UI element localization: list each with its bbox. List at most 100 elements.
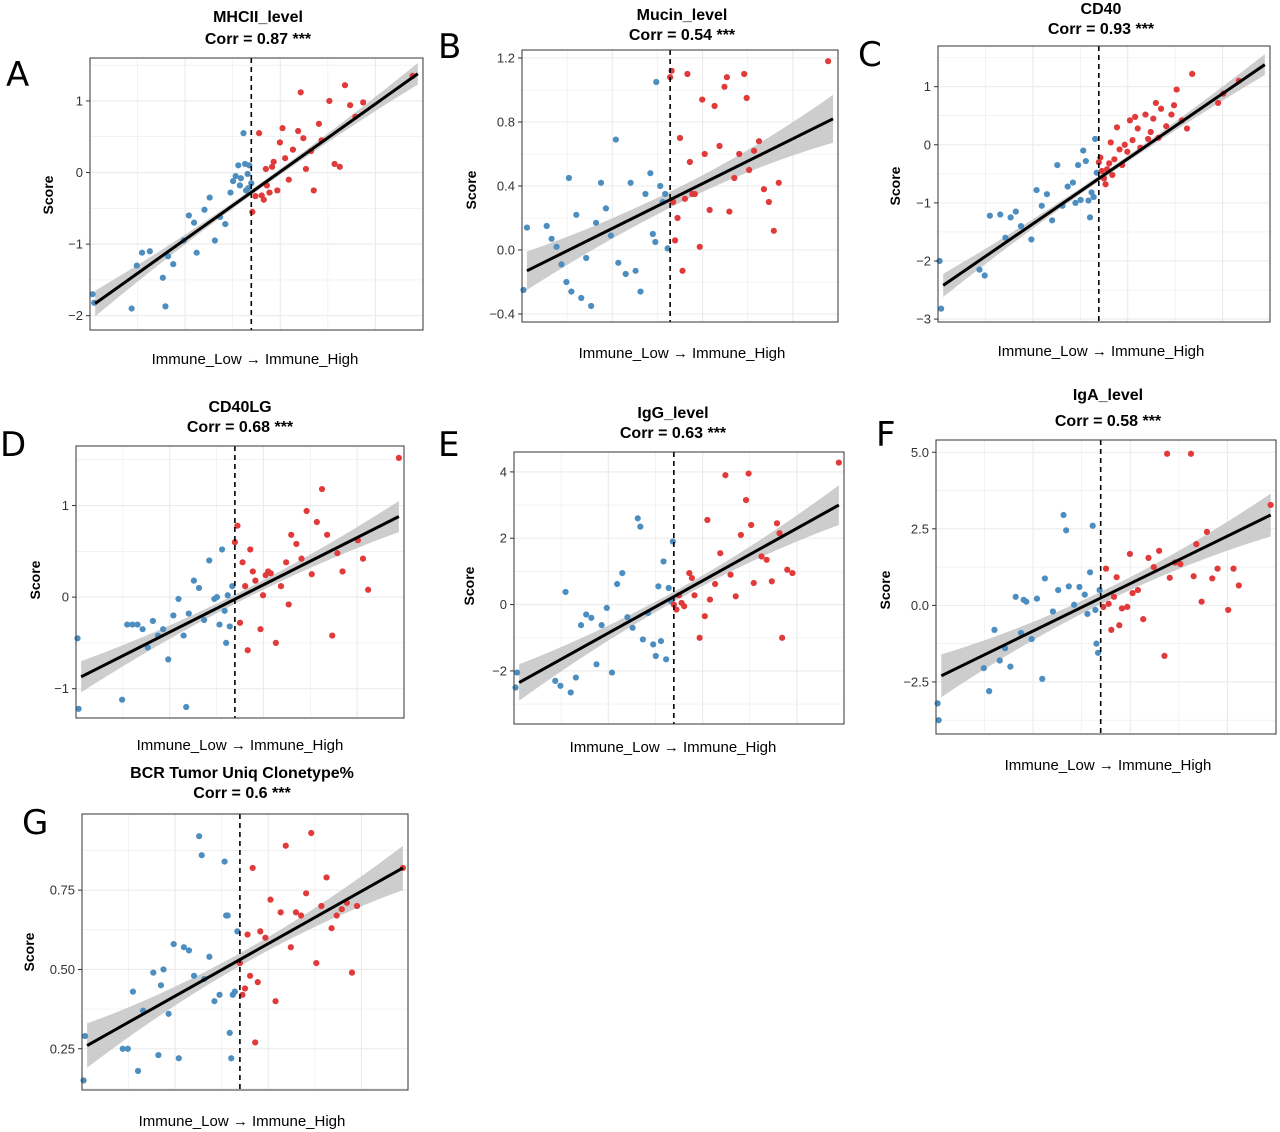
data-point (1017, 223, 1025, 230)
data-point (598, 622, 605, 629)
data-point (279, 125, 286, 132)
data-point (1163, 450, 1171, 457)
data-point (1152, 99, 1159, 107)
series-low (512, 515, 676, 696)
data-point (663, 656, 670, 663)
data-point (285, 176, 292, 183)
data-point (1090, 193, 1097, 201)
data-point (201, 206, 208, 213)
data-point (669, 538, 676, 545)
data-point (593, 661, 600, 668)
data-point (216, 621, 223, 628)
y-tick-label: 0 (62, 590, 69, 605)
data-point (353, 902, 361, 910)
data-point (269, 163, 276, 170)
data-point (701, 150, 708, 158)
data-point (359, 555, 367, 562)
regression-line (518, 503, 840, 684)
chart-svg-e: E IgG_level Corr = 0.63 *** 4 2 0 −2 Score Immun… (438, 405, 845, 756)
data-point (562, 588, 569, 596)
data-point (1166, 574, 1173, 581)
data-point (1082, 157, 1089, 165)
data-point (119, 1045, 126, 1052)
regression-line (942, 63, 1266, 287)
data-point (221, 858, 228, 865)
x-axis-label: Immune_Low → Immune_High (139, 1113, 346, 1130)
data-point (1157, 105, 1165, 112)
data-point (1111, 156, 1118, 163)
data-point (1147, 128, 1154, 136)
data-point (991, 626, 998, 633)
data-point (270, 158, 277, 165)
data-point (298, 555, 305, 562)
plot-frame (81, 813, 409, 1091)
data-point (779, 634, 786, 641)
data-point (1124, 603, 1131, 611)
data-point (1144, 135, 1152, 143)
data-point (981, 272, 988, 279)
data-point (201, 616, 208, 624)
data-point (190, 219, 198, 226)
data-point (360, 99, 367, 106)
data-point (573, 211, 580, 218)
plot-frame (513, 451, 845, 725)
data-point (236, 619, 244, 626)
data-point (81, 1032, 89, 1040)
data-point (211, 998, 218, 1005)
data-point (760, 186, 768, 193)
data-point (706, 206, 713, 214)
data-point (1156, 547, 1163, 554)
data-point (686, 158, 693, 166)
data-point (185, 610, 192, 617)
data-point (234, 522, 241, 529)
data-point (89, 291, 96, 298)
data-point (310, 187, 317, 194)
data-point (1126, 550, 1134, 558)
data-point (218, 546, 226, 553)
data-point (339, 568, 346, 575)
data-point (721, 83, 728, 90)
panel-letter: A (6, 55, 29, 95)
data-point (175, 595, 182, 603)
data-point (260, 196, 267, 203)
data-point (160, 966, 167, 973)
data-point (934, 700, 941, 707)
data-point (552, 677, 559, 684)
data-point (639, 636, 647, 643)
data-point (329, 632, 336, 639)
data-point (272, 998, 279, 1005)
data-point (513, 669, 521, 676)
data-point (196, 833, 203, 840)
data-point (1116, 146, 1123, 153)
data-point (670, 601, 677, 608)
y-tick-label: 0.0 (497, 243, 515, 258)
data-point (242, 583, 249, 590)
chart-panel-g: G BCR Tumor Uniq Clonetype% Corr = 0.6 ***… (0, 760, 420, 1132)
y-tick-label: 1 (924, 79, 931, 94)
data-point (1012, 208, 1019, 215)
data-point (657, 637, 665, 645)
data-point (341, 82, 349, 89)
data-point (235, 162, 242, 169)
data-point (195, 584, 203, 592)
data-point (221, 607, 228, 614)
data-point (577, 622, 585, 629)
data-point (180, 944, 187, 951)
data-point (553, 243, 560, 250)
series-low (520, 78, 671, 310)
data-point (622, 270, 629, 278)
data-point (684, 70, 691, 78)
data-point (701, 613, 708, 620)
data-point (649, 230, 656, 238)
data-point (347, 102, 354, 109)
data-point (1002, 234, 1009, 241)
data-point (612, 136, 619, 143)
series-high (1095, 70, 1242, 188)
plot-background (936, 440, 1276, 734)
y-tick-label: −1 (54, 681, 69, 696)
chart-title: CD40LG (208, 399, 271, 416)
data-point (237, 175, 244, 182)
data-point (676, 134, 684, 142)
data-point (239, 991, 246, 998)
y-tick-label: 0.4 (497, 179, 515, 194)
